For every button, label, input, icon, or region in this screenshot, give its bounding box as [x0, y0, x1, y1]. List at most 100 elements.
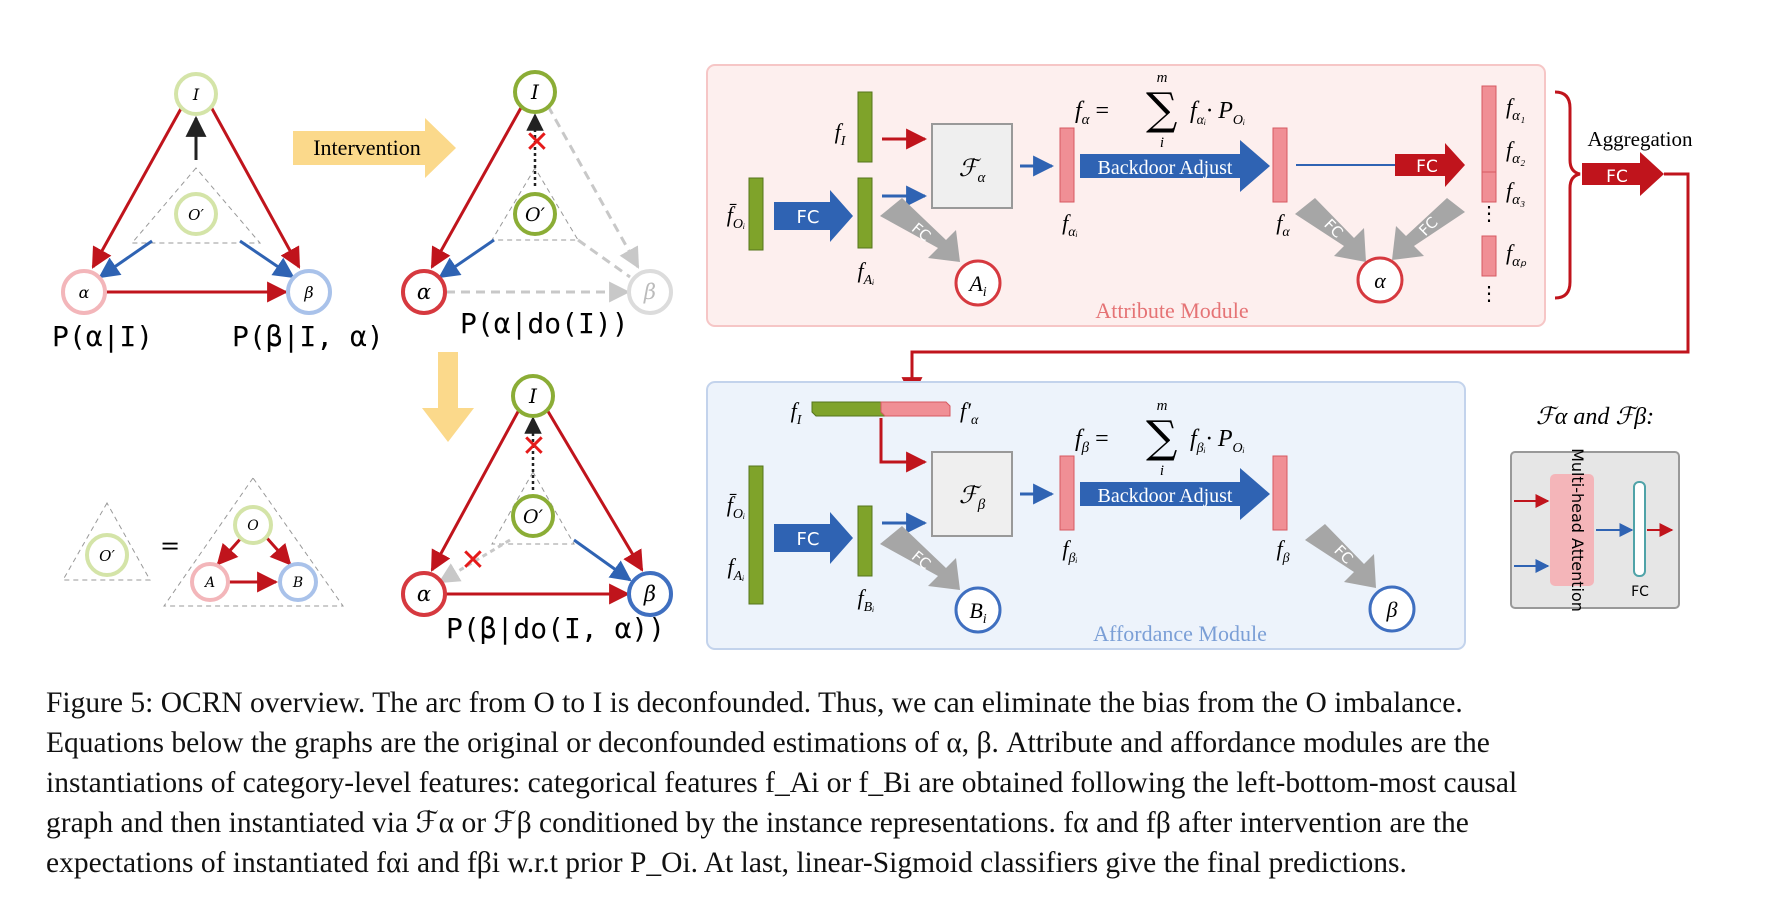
f-a-sub: Aᵢ: [733, 569, 745, 584]
f-alpha-i: f: [1062, 210, 1071, 235]
f-alpha-prime: f′: [960, 398, 972, 423]
node-label: α: [79, 283, 90, 302]
node-label: O′: [188, 206, 204, 224]
node-label: β: [643, 582, 656, 606]
node-label: O: [247, 518, 259, 534]
equation: P(β|do(I, α)): [446, 612, 665, 645]
f-o-label: f̄: [727, 492, 737, 517]
svg-text:fβᵢ· POᵢ: fβᵢ· POᵢ: [1190, 426, 1245, 456]
a-node: A: [967, 271, 983, 296]
ocrn-figure: I O′ α β P(α|I) P(β|I, α) Intervention ✕…: [52, 64, 1693, 650]
causal-graph-1: I O′ α β P(α|I) P(β|I, α): [52, 72, 384, 353]
svg-text:⋮: ⋮: [1479, 283, 1499, 305]
svg-text:f̄Oᵢ: f̄Oᵢ: [727, 492, 745, 522]
eq-rhs: · P: [1206, 98, 1233, 124]
aggregation-label: Aggregation: [1588, 127, 1693, 151]
node-label: β: [643, 280, 656, 304]
svg-text:fα: fα: [1276, 210, 1290, 240]
F-beta-sub: β: [977, 497, 986, 513]
node-label: O′: [99, 547, 115, 565]
f-beta: f: [1276, 536, 1285, 561]
f-a-label: f: [728, 554, 737, 579]
caption-line: Figure 5: OCRN overview. The arc from O …: [46, 687, 1463, 719]
aggregation-fc: [1582, 152, 1664, 196]
svg-text:✕: ✕: [521, 429, 546, 464]
node-label: I: [530, 80, 540, 104]
equation: P(α|I): [52, 320, 153, 353]
fc-label: FC: [797, 529, 820, 550]
agg-fc-label: FC: [1606, 167, 1628, 187]
svg-text:⋮: ⋮: [1479, 203, 1499, 225]
f-b-sub: Bᵢ: [864, 600, 875, 615]
figure-caption: Figure 5: OCRN overview. The arc from O …: [46, 683, 1726, 883]
caption-line: instantiations of category-level feature…: [46, 767, 1518, 799]
svg-text:ℱβ: ℱβ: [959, 483, 986, 513]
svg-text:fβᵢ: fβᵢ: [1062, 536, 1077, 566]
a-node-sub: i: [983, 285, 987, 300]
f-i-label: f: [791, 398, 800, 423]
svg-text:fI: fI: [835, 119, 847, 149]
legend-graph: O′ = O A B: [62, 477, 344, 607]
node-label: O′: [523, 506, 544, 528]
causal-graph-3: ✕ ✕ I O′ α β P(β|do(I, α)): [401, 374, 673, 645]
intervention-label: Intervention: [313, 135, 421, 160]
stack-label: α₁: [1512, 108, 1525, 124]
stack-label: α₃: [1512, 192, 1525, 208]
F-alpha: ℱ: [959, 156, 982, 182]
F-beta: ℱ: [959, 483, 982, 509]
sum-bottom: i: [1160, 463, 1164, 479]
eq-lhs-sub: α: [1082, 112, 1091, 128]
svg-text:∑: ∑: [1146, 412, 1177, 463]
node-label: I: [528, 384, 538, 408]
svg-text:✕: ✕: [460, 543, 485, 578]
f-o-label: f̄: [727, 202, 737, 227]
eq-lhs: f: [1075, 98, 1085, 124]
node-label: O′: [525, 204, 546, 226]
node-label: α: [417, 582, 431, 606]
equation: P(β|I, α): [232, 320, 384, 353]
f-beta-sub: β: [1282, 551, 1290, 566]
svg-text:ℱα: ℱα: [959, 156, 987, 186]
inset-title: ℱα and ℱβ:: [1536, 404, 1654, 430]
eq-term-sub: βᵢ: [1196, 441, 1206, 456]
svg-text:✕: ✕: [524, 125, 549, 160]
f-alpha-i-sub: αᵢ: [1068, 225, 1078, 240]
attribute-module: Attribute Module f̄Oᵢ FC fI fAᵢ ℱα FC Ai…: [706, 64, 1581, 327]
caption-line: graph and then instantiated via ℱα or ℱβ…: [46, 807, 1469, 839]
f-beta-i: f: [1062, 536, 1071, 561]
svg-text:Bi: Bi: [969, 598, 986, 627]
eq-rhs: · P: [1206, 426, 1233, 452]
svg-text:fβ: fβ: [1276, 536, 1289, 566]
f-a-label: f: [858, 258, 867, 283]
svg-text:fαᵢ: fαᵢ: [1062, 210, 1078, 240]
equals-sign: =: [160, 532, 180, 560]
backdoor-label: Backdoor Adjust: [1098, 157, 1233, 179]
f-b-label: f: [858, 585, 867, 610]
sum-top: m: [1157, 70, 1168, 86]
eq-term-sub: αᵢ: [1197, 113, 1207, 128]
svg-text:fBᵢ: fBᵢ: [858, 585, 875, 615]
b-node: B: [969, 598, 982, 623]
svg-text:fα =: fα =: [1075, 98, 1109, 128]
attention-inset: ℱα and ℱβ: Multi-head Attention FC: [1510, 404, 1680, 612]
intervention-arrow: Intervention: [293, 118, 456, 178]
fc-red-label: FC: [1416, 157, 1438, 177]
svg-text:fI: fI: [791, 398, 803, 428]
svg-text:fAᵢ: fAᵢ: [858, 258, 875, 288]
sum-top: m: [1157, 398, 1168, 414]
alpha-node: α: [1374, 268, 1386, 293]
beta-node: β: [1386, 597, 1398, 622]
eq-lhs: f: [1075, 426, 1085, 452]
backdoor-label: Backdoor Adjust: [1098, 485, 1233, 507]
node-label: α: [417, 280, 431, 304]
eq-rhs-sub: Oᵢ: [1233, 113, 1245, 128]
svg-text:fαᵢ· POᵢ: fαᵢ· POᵢ: [1190, 98, 1245, 128]
eq-term: f: [1190, 426, 1200, 452]
module-title: Attribute Module: [1095, 298, 1248, 323]
f-a-sub: Aᵢ: [863, 273, 875, 288]
node-label: A: [203, 575, 215, 591]
module-title: Affordance Module: [1093, 621, 1267, 646]
inset-fc-label: FC: [1631, 584, 1649, 600]
F-alpha-sub: α: [978, 170, 987, 186]
f-i-sub: I: [840, 134, 847, 149]
